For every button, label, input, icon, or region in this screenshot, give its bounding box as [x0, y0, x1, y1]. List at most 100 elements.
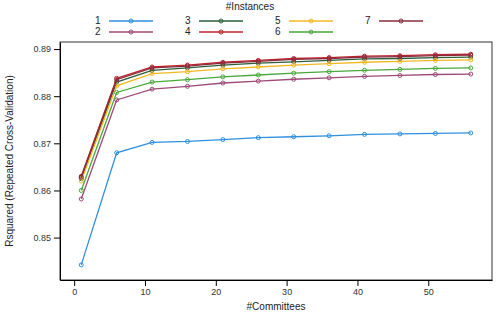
- series-point: [398, 73, 402, 77]
- series-point: [469, 53, 473, 57]
- series-point: [221, 81, 225, 85]
- y-axis-line: [60, 43, 61, 281]
- y-tick-mark: [54, 143, 60, 144]
- legend-marker: [399, 19, 403, 23]
- x-tick-mark: [74, 280, 75, 286]
- marks: [79, 52, 473, 267]
- legend-label: 5: [275, 15, 281, 26]
- series-point: [363, 60, 367, 64]
- series-point: [327, 76, 331, 80]
- legend-title: #Instances: [226, 1, 274, 12]
- series-point: [292, 63, 296, 67]
- y-tick-mark: [54, 190, 60, 191]
- series-point: [363, 68, 367, 72]
- x-tick-label: 20: [211, 287, 221, 297]
- series-point: [433, 66, 437, 70]
- y-tick: 0.86: [33, 186, 60, 196]
- x-tick-mark: [145, 280, 146, 286]
- series-point: [433, 131, 437, 135]
- series-point: [398, 132, 402, 136]
- legend-marker: [309, 30, 313, 34]
- legend-label: 3: [185, 15, 191, 26]
- legend-marker: [219, 30, 223, 34]
- y-tick-label: 0.88: [33, 92, 51, 102]
- x-tick-label: 30: [282, 287, 292, 297]
- legend-marker: [129, 19, 133, 23]
- y-tick: 0.85: [33, 233, 60, 243]
- series-point: [433, 54, 437, 58]
- y-tick-label: 0.85: [33, 233, 51, 243]
- chart: 010203040500.850.860.870.880.89#Committe…: [0, 0, 500, 314]
- y-axis-title: Rsquared (Repeated Cross-Validation): [4, 75, 15, 247]
- series-point: [292, 77, 296, 81]
- series-line: [81, 60, 471, 181]
- legend-marker: [129, 30, 133, 34]
- series-point: [327, 134, 331, 138]
- series-point: [327, 62, 331, 66]
- series-point: [469, 131, 473, 135]
- x-tick-mark: [216, 280, 217, 286]
- series-point: [150, 80, 154, 84]
- y-tick-mark: [54, 96, 60, 97]
- x-tick-mark: [287, 280, 288, 286]
- x-tick: 50: [424, 280, 434, 297]
- series-point: [292, 71, 296, 75]
- x-axis-line: [61, 280, 493, 281]
- x-tick-label: 0: [72, 287, 77, 297]
- x-tick: 40: [353, 280, 363, 297]
- series-point: [469, 72, 473, 76]
- y-tick-mark: [54, 238, 60, 239]
- series-point: [150, 87, 154, 91]
- series-point: [79, 175, 83, 179]
- series-point: [115, 151, 119, 155]
- x-tick-label: 10: [140, 287, 150, 297]
- legend-label: 7: [365, 15, 371, 26]
- x-tick: 30: [282, 280, 292, 297]
- frame: [60, 42, 492, 280]
- series-line: [81, 74, 471, 199]
- x-tick-label: 50: [424, 287, 434, 297]
- series-point: [327, 56, 331, 60]
- series-point: [115, 78, 119, 82]
- series-point: [115, 90, 119, 94]
- legend-swatch: [109, 20, 153, 21]
- legend-label: 1: [95, 15, 101, 26]
- series-point: [115, 98, 119, 102]
- series-point: [256, 65, 260, 69]
- x-axis: 0 10 20 30 40 50: [61, 280, 493, 297]
- series-point: [398, 59, 402, 63]
- y-tick: 0.89: [33, 44, 60, 54]
- series-point: [292, 135, 296, 139]
- series-point: [185, 70, 189, 74]
- legend-swatch: [289, 31, 333, 32]
- series-point: [185, 64, 189, 68]
- series-point: [185, 139, 189, 143]
- series-point: [221, 75, 225, 79]
- series-point: [256, 79, 260, 83]
- y-tick: 0.88: [33, 92, 60, 102]
- legend-swatch: [109, 31, 153, 32]
- series-point: [150, 66, 154, 70]
- legend-swatch: [199, 31, 243, 32]
- series-point: [221, 67, 225, 71]
- series-point: [363, 132, 367, 136]
- series-point: [469, 58, 473, 62]
- series-line: [81, 68, 471, 191]
- series-point: [79, 263, 83, 267]
- legend-swatch: [289, 20, 333, 21]
- series-point: [150, 140, 154, 144]
- series-point: [327, 70, 331, 74]
- y-axis: 0.850.860.870.880.89: [33, 43, 60, 281]
- series-point: [469, 66, 473, 70]
- series-point: [433, 73, 437, 77]
- series-point: [256, 73, 260, 77]
- series-point: [185, 78, 189, 82]
- legend-label: 2: [95, 26, 101, 37]
- plot: 010203040500.850.860.870.880.89: [33, 42, 492, 297]
- x-tick-mark: [357, 280, 358, 286]
- series-point: [256, 59, 260, 63]
- series-point: [79, 197, 83, 201]
- x-tick-mark: [428, 280, 429, 286]
- series-point: [433, 58, 437, 62]
- series-point: [221, 61, 225, 65]
